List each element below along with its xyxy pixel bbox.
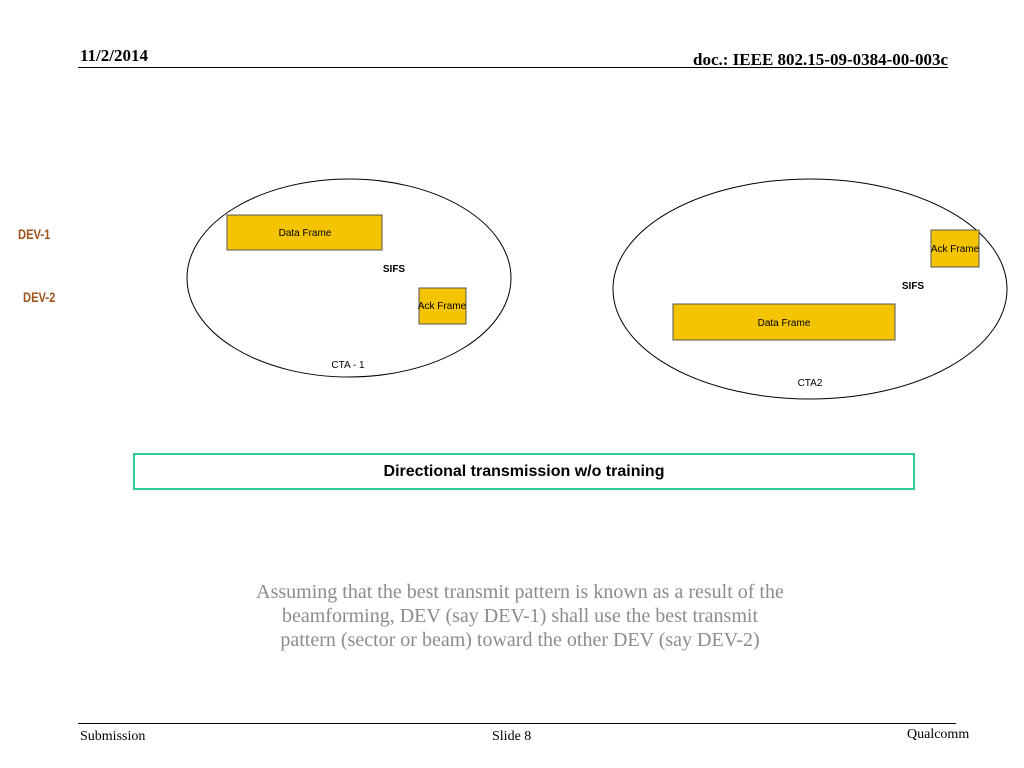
footer-company: Qualcomm xyxy=(907,727,970,742)
header-date: 11/2/2014 xyxy=(80,46,149,65)
cta-1-ellipse xyxy=(186,178,512,378)
cta-2-sifs-label: SIFS xyxy=(902,281,925,292)
header-divider xyxy=(78,67,948,68)
cta-2-ack-frame-label: Ack Frame xyxy=(931,244,980,255)
cta-2-data-frame-label: Data Frame xyxy=(758,318,811,329)
diagram-caption: Directional transmission w/o training xyxy=(133,453,915,490)
cta-2-ellipse xyxy=(612,178,1008,400)
cta-2-group: Ack Frame SIFS Data Frame CTA2 xyxy=(612,178,1008,400)
body-line-3: pattern (sector or beam) toward the othe… xyxy=(280,629,760,651)
body-paragraph: Assuming that the best transmit pattern … xyxy=(150,580,890,652)
body-line-2: beamforming, DEV (say DEV-1) shall use t… xyxy=(281,605,759,627)
cta-2-ack-frame-box xyxy=(930,229,980,268)
dev-1-label: DEV-1 xyxy=(18,226,51,242)
cta-1-ack-frame-box xyxy=(418,287,467,325)
cta-1-label: CTA - 1 xyxy=(331,360,365,371)
cta-2-data-frame-box xyxy=(672,303,896,341)
cta-1-data-frame-label: Data Frame xyxy=(279,228,332,239)
dev-2-label: DEV-2 xyxy=(23,289,56,305)
header-doc-id: doc.: IEEE 802.15-09-0384-00-003c xyxy=(693,50,948,69)
cta-2-label: CTA2 xyxy=(798,378,823,389)
footer-divider xyxy=(78,723,956,724)
cta-1-group: Data Frame SIFS Ack Frame CTA - 1 xyxy=(186,178,512,378)
body-line-1: Assuming that the best transmit pattern … xyxy=(256,581,784,603)
cta-1-ack-frame-label: Ack Frame xyxy=(418,301,467,312)
cta-1-sifs-label: SIFS xyxy=(383,264,406,275)
footer-slide-number: Slide 8 xyxy=(492,729,532,744)
footer-submission: Submission xyxy=(80,729,146,744)
cta-1-data-frame-box xyxy=(226,214,383,251)
